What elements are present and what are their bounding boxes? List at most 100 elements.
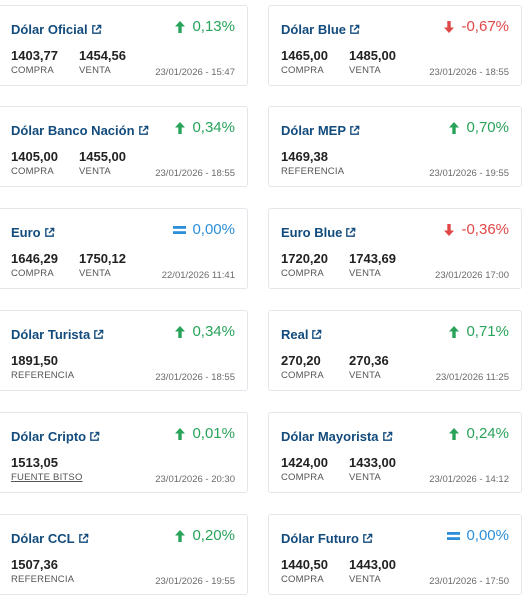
timestamp: 23/01/2026 - 20:30	[155, 474, 235, 485]
external-link-icon[interactable]	[362, 533, 373, 544]
value-secondary: 1750,12	[79, 251, 126, 266]
quote-title-link[interactable]: Dólar Turista	[11, 327, 104, 342]
quote-title-link[interactable]: Dólar Blue	[281, 22, 360, 37]
quote-card[interactable]: Dólar Mayorista 0,24% 1424,00 COMPRA 1433,00…	[268, 412, 522, 493]
change-indicator: 0,00%	[447, 527, 509, 544]
value-column: 1507,36 REFERENCIA	[11, 557, 79, 585]
value-column: 1513,05 FUENTE BITSO	[11, 455, 83, 483]
quote-title[interactable]: Dólar Blue	[281, 22, 347, 37]
external-link-icon[interactable]	[91, 24, 102, 35]
change-indicator: -0,67%	[443, 18, 509, 35]
quote-card[interactable]: Real 0,71% 270,20 COMPRA 270,36 VENTA 23/01/20…	[268, 310, 522, 391]
external-link-icon[interactable]	[78, 533, 89, 544]
quote-title[interactable]: Dólar MEP	[281, 123, 347, 138]
value-column: 1469,38 REFERENCIA	[281, 149, 349, 177]
quote-title[interactable]: Dólar Mayorista	[281, 429, 379, 444]
value-primary-label: REFERENCIA	[11, 574, 75, 585]
timestamp: 23/01/2026 - 18:55	[429, 67, 509, 78]
value-secondary-label: VENTA	[79, 268, 111, 279]
value-primary-label: COMPRA	[281, 370, 324, 381]
quote-title[interactable]: Euro	[11, 225, 41, 240]
value-primary: 1440,50	[281, 557, 328, 572]
value-secondary: 1433,00	[349, 455, 396, 470]
value-secondary: 270,36	[349, 353, 389, 368]
external-link-icon[interactable]	[311, 329, 322, 340]
external-link-icon[interactable]	[349, 24, 360, 35]
external-link-icon[interactable]	[382, 431, 393, 442]
change-percent: 0,01%	[192, 425, 235, 442]
change-percent: -0,36%	[461, 221, 509, 238]
quote-card[interactable]: Euro Blue -0,36% 1720,20 COMPRA 1743,69 VENTA…	[268, 208, 522, 289]
value-primary: 1403,77	[11, 48, 58, 63]
quote-title-link[interactable]: Dólar MEP	[281, 123, 360, 138]
arrow-up-icon	[174, 427, 186, 441]
timestamp: 23/01/2026 - 19:55	[429, 168, 509, 179]
value-column: 1443,00 VENTA	[349, 557, 396, 585]
timestamp: 23/01/2026 - 18:55	[155, 372, 235, 383]
quote-title[interactable]: Dólar Cripto	[11, 429, 87, 444]
quote-card[interactable]: Dólar CCL 0,20% 1507,36 REFERENCIA 23/01/202…	[0, 514, 248, 595]
quote-title-link[interactable]: Dólar Mayorista	[281, 429, 393, 444]
value-primary-label: COMPRA	[281, 574, 324, 585]
quote-card[interactable]: Dólar Cripto 0,01% 1513,05 FUENTE BITSO 23/0…	[0, 412, 248, 493]
value-column: 1454,56 VENTA	[79, 48, 126, 76]
external-link-icon[interactable]	[44, 227, 55, 238]
quote-card[interactable]: Dólar Oficial 0,13% 1403,77 COMPRA 1454,56 VE…	[0, 5, 248, 86]
quote-card[interactable]: Dólar Futuro 0,00% 1440,50 COMPRA 1443,00 VEN…	[268, 514, 522, 595]
quote-values: 1405,00 COMPRA 1455,00 VENTA	[11, 149, 126, 177]
value-primary: 1424,00	[281, 455, 328, 470]
quote-values: 1513,05 FUENTE BITSO	[11, 455, 83, 483]
quote-title-link[interactable]: Dólar Cripto	[11, 429, 100, 444]
quote-title[interactable]: Dólar Turista	[11, 327, 91, 342]
value-primary-label: COMPRA	[11, 166, 54, 177]
external-link-icon[interactable]	[93, 329, 104, 340]
value-column: 1424,00 COMPRA	[281, 455, 349, 483]
external-link-icon[interactable]	[89, 431, 100, 442]
change-indicator: 0,13%	[174, 18, 235, 35]
quote-card[interactable]: Dólar MEP 0,70% 1469,38 REFERENCIA 23/01/202…	[268, 106, 522, 187]
quote-title[interactable]: Dólar Futuro	[281, 531, 359, 546]
value-primary-label: COMPRA	[11, 65, 54, 76]
value-secondary: 1743,69	[349, 251, 396, 266]
value-column: 270,36 VENTA	[349, 353, 389, 381]
timestamp: 23/01/2026 - 15:47	[155, 67, 235, 78]
quote-values: 1424,00 COMPRA 1433,00 VENTA	[281, 455, 396, 483]
quote-title-link[interactable]: Dólar Oficial	[11, 22, 102, 37]
quote-title-link[interactable]: Euro	[11, 225, 55, 240]
value-column: 1485,00 VENTA	[349, 48, 396, 76]
value-column: 1646,29 COMPRA	[11, 251, 79, 279]
quote-card[interactable]: Euro 0,00% 1646,29 COMPRA 1750,12 VENTA 22/01/…	[0, 208, 248, 289]
quote-title[interactable]: Dólar Banco Nación	[11, 123, 135, 138]
change-percent: 0,71%	[466, 323, 509, 340]
quote-title-link[interactable]: Dólar Banco Nación	[11, 123, 149, 138]
value-secondary-label: VENTA	[349, 370, 381, 381]
value-primary: 1513,05	[11, 455, 58, 470]
value-primary: 1469,38	[281, 149, 328, 164]
timestamp: 23/01/2026 - 14:12	[429, 474, 509, 485]
quote-values: 1646,29 COMPRA 1750,12 VENTA	[11, 251, 126, 279]
quote-card[interactable]: Dólar Blue -0,67% 1465,00 COMPRA 1485,00 VENT…	[268, 5, 522, 86]
external-link-icon[interactable]	[349, 125, 360, 136]
value-column: 1455,00 VENTA	[79, 149, 126, 177]
timestamp: 22/01/2026 11:41	[161, 270, 235, 281]
value-column: 1405,00 COMPRA	[11, 149, 79, 177]
value-primary-label: COMPRA	[11, 268, 54, 279]
value-primary: 1720,20	[281, 251, 328, 266]
change-percent: 0,00%	[192, 221, 235, 238]
external-link-icon[interactable]	[138, 125, 149, 136]
quote-title[interactable]: Dólar Oficial	[11, 22, 88, 37]
quote-title[interactable]: Euro Blue	[281, 225, 343, 240]
quote-card[interactable]: Dólar Turista 0,34% 1891,50 REFERENCIA 23/01…	[0, 310, 248, 391]
quote-title[interactable]: Real	[281, 327, 309, 342]
change-percent: 0,34%	[192, 323, 235, 340]
quote-title[interactable]: Dólar CCL	[11, 531, 75, 546]
quote-title-link[interactable]: Dólar CCL	[11, 531, 89, 546]
quote-title-link[interactable]: Euro Blue	[281, 225, 356, 240]
equals-icon	[447, 530, 461, 542]
quote-title-link[interactable]: Real	[281, 327, 322, 342]
quote-card[interactable]: Dólar Banco Nación 0,34% 1405,00 COMPRA 1455…	[0, 106, 248, 187]
external-link-icon[interactable]	[345, 227, 356, 238]
quote-title-link[interactable]: Dólar Futuro	[281, 531, 373, 546]
value-primary-label[interactable]: FUENTE BITSO	[11, 472, 83, 483]
